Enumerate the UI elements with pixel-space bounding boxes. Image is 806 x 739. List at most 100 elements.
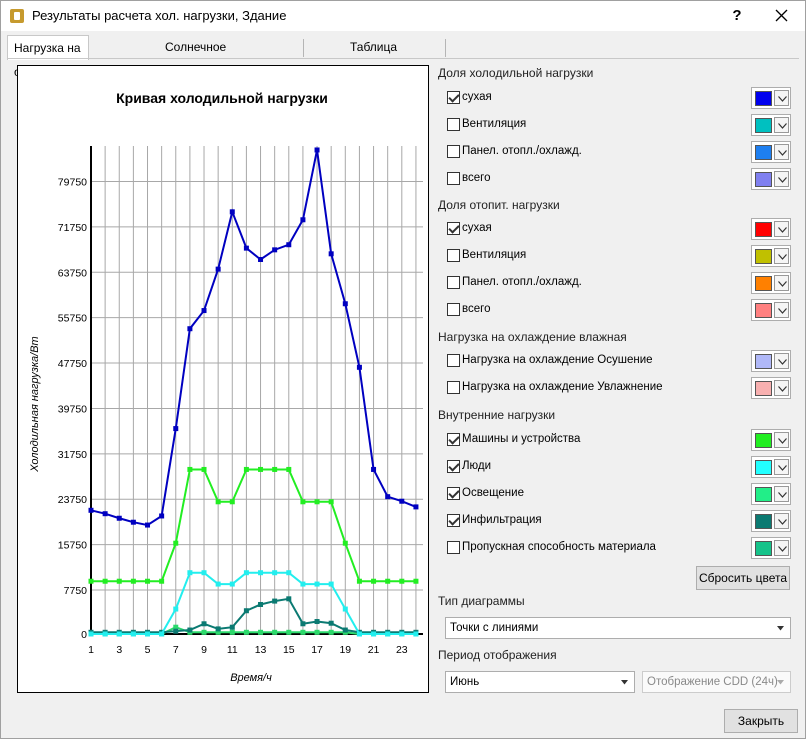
color-swatch	[755, 249, 772, 264]
data-point	[159, 578, 165, 584]
load-option-checkbox[interactable]	[447, 222, 460, 235]
y-tick-label: 15750	[58, 540, 87, 552]
load-option-label: Пропускная способность материала	[462, 541, 656, 553]
color-dropdown-button[interactable]	[774, 90, 789, 106]
x-tick-label: 23	[396, 644, 408, 656]
data-point	[258, 570, 264, 576]
color-dropdown-button[interactable]	[774, 432, 789, 448]
chevron-down-icon	[621, 680, 628, 685]
load-option-checkbox[interactable]	[447, 381, 460, 394]
load-option-label: Нагрузка на охлаждение Осушение	[462, 354, 653, 366]
load-option-checkbox[interactable]	[447, 354, 460, 367]
load-option-label: Нагрузка на охлаждение Увлажнение	[462, 381, 663, 393]
load-option-label: сухая	[462, 91, 492, 103]
load-option-checkbox[interactable]	[447, 91, 460, 104]
reset-colors-button[interactable]: Сбросить цвета	[696, 566, 790, 590]
close-button[interactable]: Закрыть	[724, 709, 798, 733]
color-dropdown-button[interactable]	[774, 171, 789, 187]
load-option-checkbox[interactable]	[447, 487, 460, 500]
color-picker[interactable]	[751, 483, 791, 505]
load-option-checkbox[interactable]	[447, 541, 460, 554]
data-point	[88, 631, 94, 637]
color-dropdown-button[interactable]	[774, 117, 789, 133]
color-dropdown-button[interactable]	[774, 380, 789, 396]
data-point	[286, 596, 292, 602]
color-dropdown-button[interactable]	[774, 486, 789, 502]
tab-cooling-load[interactable]: Нагрузка на охлаждение	[7, 35, 89, 79]
tab-table[interactable]: Таблица	[350, 40, 398, 54]
color-swatch	[755, 276, 772, 291]
color-picker[interactable]	[751, 87, 791, 109]
color-picker[interactable]	[751, 218, 791, 240]
color-picker[interactable]	[751, 272, 791, 294]
data-point	[187, 466, 193, 472]
color-picker[interactable]	[751, 429, 791, 451]
color-picker[interactable]	[751, 114, 791, 136]
color-dropdown-button[interactable]	[774, 144, 789, 160]
data-point	[145, 522, 151, 528]
data-point	[243, 608, 249, 614]
tab-solar-radiation[interactable]: Солнечное излучение	[165, 40, 227, 78]
data-point	[314, 581, 320, 587]
data-point	[215, 499, 221, 505]
load-option-checkbox[interactable]	[447, 433, 460, 446]
color-picker[interactable]	[751, 168, 791, 190]
data-point	[413, 631, 419, 637]
data-point	[88, 578, 94, 584]
data-point	[243, 629, 249, 635]
color-picker[interactable]	[751, 537, 791, 559]
color-dropdown-button[interactable]	[774, 353, 789, 369]
color-dropdown-button[interactable]	[774, 221, 789, 237]
data-point	[328, 251, 334, 257]
data-point	[385, 578, 391, 584]
display-mode-value: Отображение CDD (24ч)	[647, 676, 778, 688]
chevron-down-icon	[778, 546, 787, 552]
display-mode-select[interactable]: Отображение CDD (24ч)	[642, 671, 791, 693]
chevron-down-icon	[778, 281, 787, 287]
series-line	[91, 597, 416, 634]
chart-y-axis-label: Холодильная нагрузка/Вт	[29, 336, 41, 472]
chevron-down-icon	[778, 227, 787, 233]
color-dropdown-button[interactable]	[774, 248, 789, 264]
chevron-down-icon	[778, 465, 787, 471]
color-dropdown-button[interactable]	[774, 302, 789, 318]
diagram-type-select[interactable]: Точки с линиями	[445, 617, 791, 639]
color-dropdown-button[interactable]	[774, 275, 789, 291]
color-swatch	[755, 487, 772, 502]
load-option-checkbox[interactable]	[447, 276, 460, 289]
color-swatch	[755, 433, 772, 448]
color-picker[interactable]	[751, 510, 791, 532]
x-tick-label: 15	[283, 644, 295, 656]
load-option-checkbox[interactable]	[447, 172, 460, 185]
load-option-checkbox[interactable]	[447, 145, 460, 158]
load-option-label: всего	[462, 172, 491, 184]
month-select[interactable]: Июнь	[445, 671, 635, 693]
color-picker[interactable]	[751, 350, 791, 372]
color-picker[interactable]	[751, 245, 791, 267]
load-option-checkbox[interactable]	[447, 303, 460, 316]
color-picker[interactable]	[751, 141, 791, 163]
color-dropdown-button[interactable]	[774, 459, 789, 475]
load-option-checkbox[interactable]	[447, 514, 460, 527]
data-point	[342, 606, 348, 612]
help-button[interactable]: ?	[732, 7, 742, 24]
load-option-checkbox[interactable]	[447, 249, 460, 262]
diagram-type-value: Точки с линиями	[450, 622, 539, 634]
color-swatch	[755, 222, 772, 237]
load-option-checkbox[interactable]	[447, 460, 460, 473]
color-picker[interactable]	[751, 299, 791, 321]
load-option-checkbox[interactable]	[447, 118, 460, 131]
color-dropdown-button[interactable]	[774, 540, 789, 556]
chart-x-axis-label: Время/ч	[230, 672, 272, 684]
x-tick-label: 7	[173, 644, 179, 656]
load-option-label: Люди	[462, 460, 492, 472]
color-picker[interactable]	[751, 456, 791, 478]
y-tick-label: 39750	[58, 403, 87, 415]
close-window-button[interactable]	[765, 3, 797, 29]
color-picker[interactable]	[751, 377, 791, 399]
color-dropdown-button[interactable]	[774, 513, 789, 529]
section-label-cold-share: Доля холодильной нагрузки	[438, 66, 594, 80]
data-point	[258, 256, 264, 262]
y-tick-label: 55750	[58, 313, 87, 325]
data-point	[258, 601, 264, 607]
